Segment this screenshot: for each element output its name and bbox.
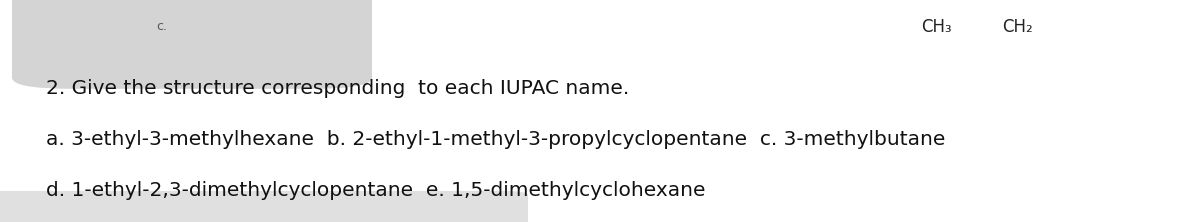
Text: c.: c. — [156, 20, 168, 33]
Text: 2. Give the structure corresponding  to each IUPAC name.: 2. Give the structure corresponding to e… — [46, 79, 629, 98]
Text: d. 1-ethyl-2,3-dimethylcyclopentane  e. 1,5-dimethylcyclohexane: d. 1-ethyl-2,3-dimethylcyclopentane e. 1… — [46, 181, 706, 200]
Text: CH₃: CH₃ — [922, 18, 953, 36]
Text: a. 3-ethyl-3-methylhexane  b. 2-ethyl-1-methyl-3-propylcyclopentane  c. 3-methyl: a. 3-ethyl-3-methylhexane b. 2-ethyl-1-m… — [46, 130, 944, 149]
FancyBboxPatch shape — [12, 0, 372, 89]
FancyBboxPatch shape — [0, 191, 528, 222]
Text: CH₂: CH₂ — [1002, 18, 1033, 36]
